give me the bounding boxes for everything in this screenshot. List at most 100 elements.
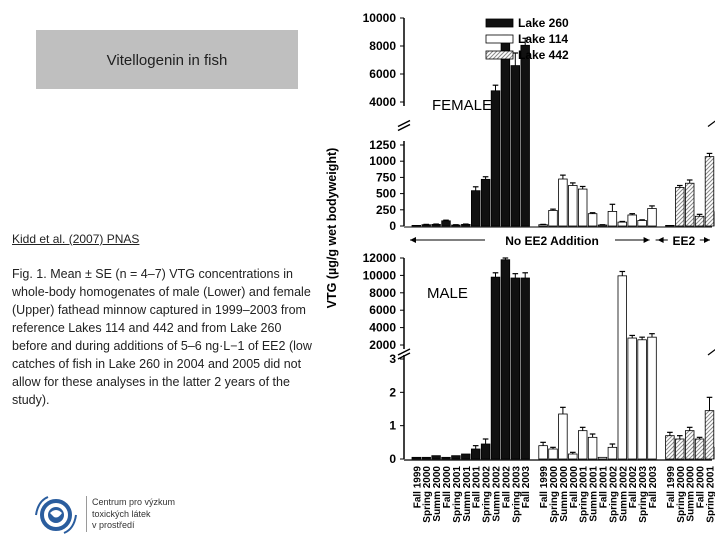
bar-lake-442 — [665, 224, 675, 227]
bar-lake-442 — [694, 215, 705, 227]
bar-lake-114 — [577, 188, 588, 227]
axis-break-mark — [707, 349, 715, 356]
panel-label: MALE — [427, 285, 468, 302]
bar-lake-114 — [647, 208, 657, 227]
axis-break-mark — [397, 352, 411, 360]
bar-lake-442 — [694, 438, 705, 460]
institution-logo — [35, 496, 77, 534]
x-tick-label: Summ 2000 — [686, 466, 697, 522]
bar-lake-260 — [520, 44, 530, 227]
y-tick-label: 8000 — [369, 286, 396, 300]
legend-entry: Lake 442 — [518, 48, 569, 62]
bar-lake-442 — [675, 438, 685, 460]
y-tick-label: 4000 — [369, 321, 396, 335]
x-tick-label: Summ 2001 — [462, 466, 473, 522]
bar-lake-260 — [441, 456, 451, 460]
bar-lake-114 — [558, 413, 568, 460]
bar-lake-260 — [470, 448, 481, 460]
y-tick-label: 0 — [389, 219, 396, 233]
bar-lake-260 — [421, 456, 431, 460]
bar-lake-260 — [520, 277, 530, 460]
x-tick-label: Fall 2000 — [696, 466, 707, 509]
y-tick-label: 1000 — [369, 154, 396, 168]
bar-lake-114 — [627, 214, 637, 227]
bar-lake-442 — [704, 410, 715, 460]
y-tick-label: 10000 — [363, 11, 397, 25]
x-tick-label: Fall 2003 — [648, 466, 659, 509]
regime-label-addition: EE2 — [672, 234, 695, 248]
bar-lake-260 — [441, 220, 451, 227]
bar-lake-260 — [411, 224, 422, 227]
bar-lake-114 — [637, 220, 647, 227]
y-tick-label: 3 — [389, 352, 396, 366]
x-tick-label: Fall 2001 — [599, 466, 610, 509]
bar-lake-114 — [607, 211, 618, 227]
y-tick-label: 500 — [376, 187, 396, 201]
x-tick-label: Spring 2003 — [638, 466, 649, 523]
x-tick-label: Spring 2001 — [579, 466, 590, 523]
legend-entry: Lake 114 — [518, 32, 568, 46]
y-tick-label: 4000 — [369, 95, 396, 109]
bar-lake-442 — [675, 187, 685, 227]
x-tick-label: Spring 2001 — [706, 466, 716, 523]
y-tick-label: 2000 — [369, 338, 396, 352]
y-axis-label: VTG (µg/g wet bodyweight) — [325, 148, 339, 309]
y-tick-label: 6000 — [369, 303, 396, 317]
bar-lake-442 — [665, 435, 675, 460]
regime-label-bg — [667, 232, 700, 246]
vtg-bar-chart: 0 250 500 750 1000 1250 4000 6000 8000 10000 FEMAL… — [325, 11, 716, 523]
figure-caption: Fig. 1. Mean ± SE (n = 4–7) VTG concentr… — [12, 267, 312, 407]
bar-lake-114 — [548, 210, 558, 227]
legend-entry: Lake 260 — [518, 16, 569, 30]
y-tick-label: 10000 — [363, 268, 397, 282]
reference-link[interactable]: Kidd et al. (2007) PNAS — [12, 232, 140, 246]
bar-lake-114 — [647, 336, 657, 460]
axis-break-mark — [397, 119, 411, 128]
legend-swatch — [485, 18, 514, 28]
bar-lake-260 — [480, 443, 491, 460]
x-tick-label: Spring 2002 — [482, 466, 493, 523]
y-tick-label: 1 — [389, 419, 396, 433]
bar-lake-260 — [411, 456, 422, 460]
x-tick-label: Spring 2002 — [608, 466, 619, 523]
regime-arrowhead — [643, 237, 650, 243]
bar-lake-114 — [617, 221, 628, 227]
bar-lake-114 — [577, 430, 588, 460]
bar-lake-114 — [568, 185, 578, 227]
bar-lake-114 — [627, 337, 637, 460]
logo-text-line: toxických látek — [92, 508, 151, 519]
x-tick-label: Fall 1999 — [666, 466, 677, 509]
bar-lake-114 — [548, 448, 558, 460]
panel-label: FEMALE — [432, 97, 492, 114]
regime-label-no-addition: No EE2 Addition — [505, 234, 599, 248]
regime-arrowhead — [657, 237, 664, 243]
bar-lake-260 — [461, 453, 471, 460]
bar-lake-260 — [500, 259, 511, 460]
bar-lake-260 — [490, 90, 501, 227]
x-tick-label: Spring 2000 — [676, 466, 687, 523]
x-tick-label: Fall 2000 — [569, 466, 580, 509]
logo-text: Centrum pro výzkum toxických látek v pro… — [92, 497, 175, 532]
legend-swatch — [485, 34, 514, 44]
x-tick-label: Spring 2000 — [422, 466, 433, 523]
x-tick-label: Summ 2002 — [618, 466, 629, 522]
slide-title: Vitellogenin in fish — [106, 52, 228, 69]
x-tick-label: Summ 2001 — [589, 466, 600, 522]
x-tick-label: Summ 2002 — [492, 466, 503, 522]
y-tick-label: 6000 — [369, 67, 396, 81]
x-tick-label: Spring 2001 — [452, 466, 463, 523]
axis-break-mark — [707, 120, 715, 127]
y-tick-label: 250 — [376, 203, 396, 217]
bar-lake-260 — [510, 277, 521, 460]
y-tick-label: 1250 — [369, 138, 396, 152]
bar-lake-260 — [510, 65, 521, 227]
bar-lake-114 — [587, 213, 598, 227]
bar-lake-114 — [587, 436, 598, 460]
x-tick-label: Spring 2000 — [549, 466, 560, 523]
bar-lake-114 — [568, 453, 578, 460]
regime-arrowhead — [704, 237, 710, 243]
x-tick-label: Fall 2000 — [442, 466, 453, 509]
regime-label-bg — [485, 232, 615, 246]
bar-lake-260 — [490, 276, 501, 460]
y-tick-label: 12000 — [363, 251, 397, 265]
